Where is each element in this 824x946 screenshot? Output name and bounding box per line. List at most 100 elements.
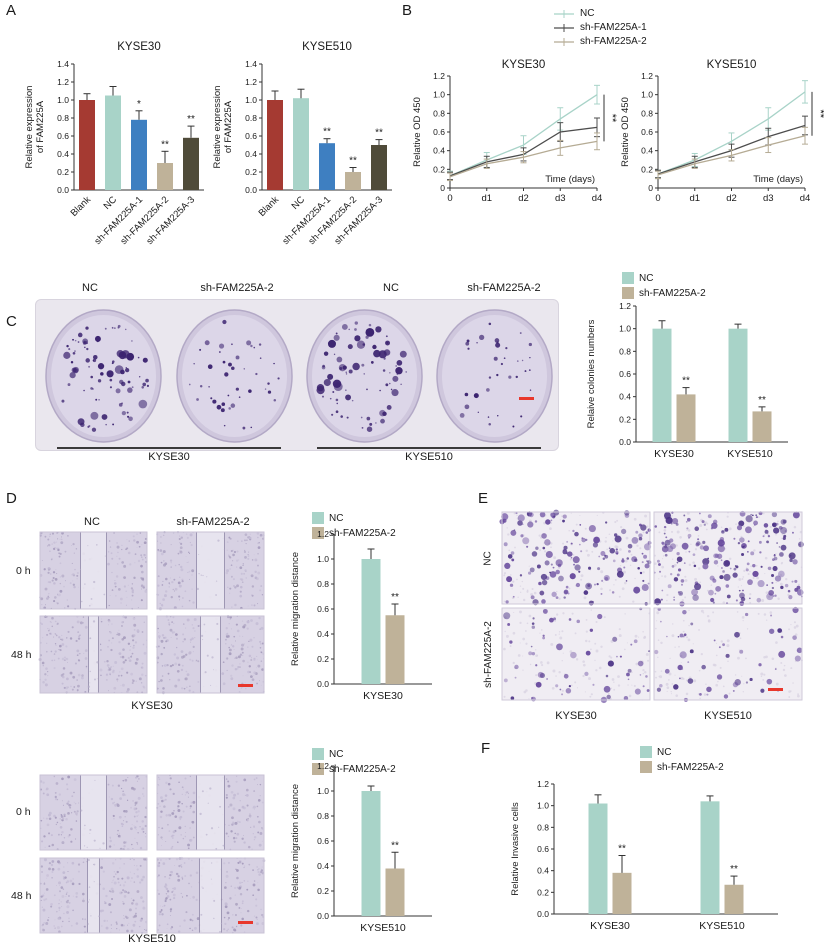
svg-text:d1: d1 bbox=[481, 193, 492, 204]
svg-text:0.8: 0.8 bbox=[57, 113, 69, 123]
svg-text:0.2: 0.2 bbox=[57, 167, 69, 177]
colony-dish-image bbox=[435, 308, 554, 444]
svg-text:0.6: 0.6 bbox=[317, 604, 329, 614]
svg-text:**: ** bbox=[391, 592, 399, 603]
scale-bar bbox=[238, 921, 253, 924]
svg-text:0: 0 bbox=[648, 183, 653, 193]
svg-text:Blank: Blank bbox=[257, 194, 282, 219]
svg-text:0.6: 0.6 bbox=[619, 369, 631, 379]
svg-text:NC: NC bbox=[102, 194, 120, 212]
transwell-image bbox=[653, 510, 804, 607]
transwell-image bbox=[501, 607, 651, 704]
bar-chart-colonies: 0.0 0.2 0.4 0.6 0.8 1.0 1.2 Relaive colonies nu… bbox=[586, 301, 788, 460]
svg-text:0.0: 0.0 bbox=[57, 185, 69, 195]
svg-text:Relative expression: Relative expression bbox=[212, 86, 223, 169]
svg-text:0.2: 0.2 bbox=[619, 414, 631, 424]
svg-text:Relative migration distance: Relative migration distance bbox=[290, 784, 301, 898]
svg-text:**: ** bbox=[349, 156, 357, 167]
svg-text:1.0: 1.0 bbox=[537, 801, 549, 811]
svg-text:Time (days): Time (days) bbox=[545, 174, 595, 185]
svg-text:0: 0 bbox=[447, 193, 452, 204]
svg-text:d4: d4 bbox=[592, 193, 603, 204]
svg-text:d4: d4 bbox=[800, 193, 811, 204]
svg-text:1.0: 1.0 bbox=[433, 90, 445, 100]
line-chart-cck8-kyse30: KYSE30 0 0.2 0.4 0.6 0.8 1.0 1.2 0 d1 d2 d3 d4 Relati… bbox=[412, 59, 618, 204]
svg-text:KYSE30: KYSE30 bbox=[117, 41, 160, 53]
svg-text:Blank: Blank bbox=[69, 194, 94, 219]
svg-text:0.8: 0.8 bbox=[537, 822, 549, 832]
colony-plate-tray bbox=[35, 299, 559, 451]
wound-healing-image bbox=[156, 774, 265, 851]
panel-label-e: E bbox=[478, 490, 489, 507]
svg-text:0.0: 0.0 bbox=[245, 185, 257, 195]
svg-text:d1: d1 bbox=[689, 193, 700, 204]
svg-text:0.0: 0.0 bbox=[619, 437, 631, 447]
bar-chart-expression-kyse30: KYSE30 0.0 0.2 0.4 0.6 0.8 1.0 1.2 1.4 Relative e… bbox=[24, 41, 204, 247]
svg-text:0.4: 0.4 bbox=[317, 629, 329, 639]
svg-text:**: ** bbox=[618, 844, 626, 855]
bar-chart-migration-kyse30: 0.0 0.2 0.4 0.6 0.8 1.0 1.2 Relative migration … bbox=[290, 529, 432, 702]
svg-text:0.6: 0.6 bbox=[245, 131, 257, 141]
svg-text:1.2: 1.2 bbox=[317, 761, 329, 771]
svg-text:KYSE510: KYSE510 bbox=[699, 920, 745, 932]
svg-text:d3: d3 bbox=[763, 193, 774, 204]
wound-row-label-0h: 0 h bbox=[16, 806, 31, 818]
svg-text:1.0: 1.0 bbox=[57, 95, 69, 105]
wound-healing-image bbox=[155, 615, 265, 695]
svg-text:0.8: 0.8 bbox=[245, 113, 257, 123]
svg-text:1.2: 1.2 bbox=[619, 301, 631, 311]
svg-text:0.2: 0.2 bbox=[317, 654, 329, 664]
wound-cellline-label-kyse510: KYSE510 bbox=[128, 933, 176, 945]
wound-healing-image bbox=[39, 774, 148, 851]
migration-chart-legend: NC sh-FAM225A-2 bbox=[312, 512, 396, 539]
svg-text:1.0: 1.0 bbox=[619, 324, 631, 334]
bar-chart-expression-kyse510: KYSE510 0.0 0.2 0.4 0.6 0.8 1.0 1.2 1.4 Relative … bbox=[212, 41, 392, 247]
svg-text:KYSE510: KYSE510 bbox=[727, 448, 773, 460]
svg-text:**: ** bbox=[375, 128, 383, 139]
colony-group-label-kyse510: KYSE510 bbox=[405, 451, 453, 463]
svg-text:**: ** bbox=[187, 114, 195, 125]
transwell-image bbox=[653, 606, 803, 702]
colony-col-label-sh-2: sh-FAM225A-2 bbox=[467, 282, 541, 294]
line-chart-cck8-kyse510: KYSE510 0 0.2 0.4 0.6 0.8 1.0 1.2 0 d1 d2 d3 d4 Relat… bbox=[620, 59, 824, 204]
svg-text:Relative migration distance: Relative migration distance bbox=[290, 552, 301, 666]
svg-text:0: 0 bbox=[655, 193, 660, 204]
svg-text:*: * bbox=[137, 99, 141, 110]
panel-label-c: C bbox=[6, 313, 17, 330]
panel-label-f: F bbox=[481, 740, 491, 757]
svg-text:0.4: 0.4 bbox=[433, 146, 445, 156]
svg-text:KYSE510: KYSE510 bbox=[302, 41, 352, 53]
svg-text:0.6: 0.6 bbox=[537, 844, 549, 854]
svg-text:d3: d3 bbox=[555, 193, 566, 204]
svg-text:d2: d2 bbox=[726, 193, 737, 204]
svg-text:KYSE30: KYSE30 bbox=[363, 690, 403, 702]
svg-text:0.4: 0.4 bbox=[619, 392, 631, 402]
colony-group-label-kyse30: KYSE30 bbox=[148, 451, 190, 463]
svg-text:1.0: 1.0 bbox=[317, 554, 329, 564]
group-underline-kyse510 bbox=[317, 447, 541, 449]
svg-text:**: ** bbox=[730, 864, 738, 875]
svg-text:KYSE30: KYSE30 bbox=[502, 59, 545, 71]
svg-text:KYSE510: KYSE510 bbox=[707, 59, 757, 71]
group-underline-kyse30 bbox=[57, 447, 281, 449]
invasion-chart-legend: NC sh-FAM225A-2 bbox=[640, 746, 724, 773]
scale-bar bbox=[238, 684, 253, 687]
colony-dish-image bbox=[175, 308, 294, 444]
svg-text:0.4: 0.4 bbox=[57, 149, 69, 159]
svg-text:**: ** bbox=[758, 395, 766, 406]
svg-text:1.2: 1.2 bbox=[317, 529, 329, 539]
colony-col-label-nc-2: NC bbox=[383, 282, 399, 294]
transwell-image bbox=[499, 509, 652, 606]
transwell-row-label-nc: NC bbox=[482, 550, 494, 566]
svg-text:0.8: 0.8 bbox=[317, 811, 329, 821]
svg-text:Relative Invasive cells: Relative Invasive cells bbox=[510, 802, 521, 896]
svg-text:1.2: 1.2 bbox=[641, 71, 653, 81]
scale-bar bbox=[768, 688, 783, 691]
wound-row-label-48h: 48 h bbox=[11, 890, 32, 902]
svg-text:**: ** bbox=[391, 840, 399, 851]
svg-text:0.0: 0.0 bbox=[317, 679, 329, 689]
svg-text:**: ** bbox=[323, 127, 331, 138]
svg-text:1.2: 1.2 bbox=[433, 71, 445, 81]
wound-healing-image bbox=[38, 615, 148, 694]
svg-text:**: ** bbox=[814, 110, 824, 119]
